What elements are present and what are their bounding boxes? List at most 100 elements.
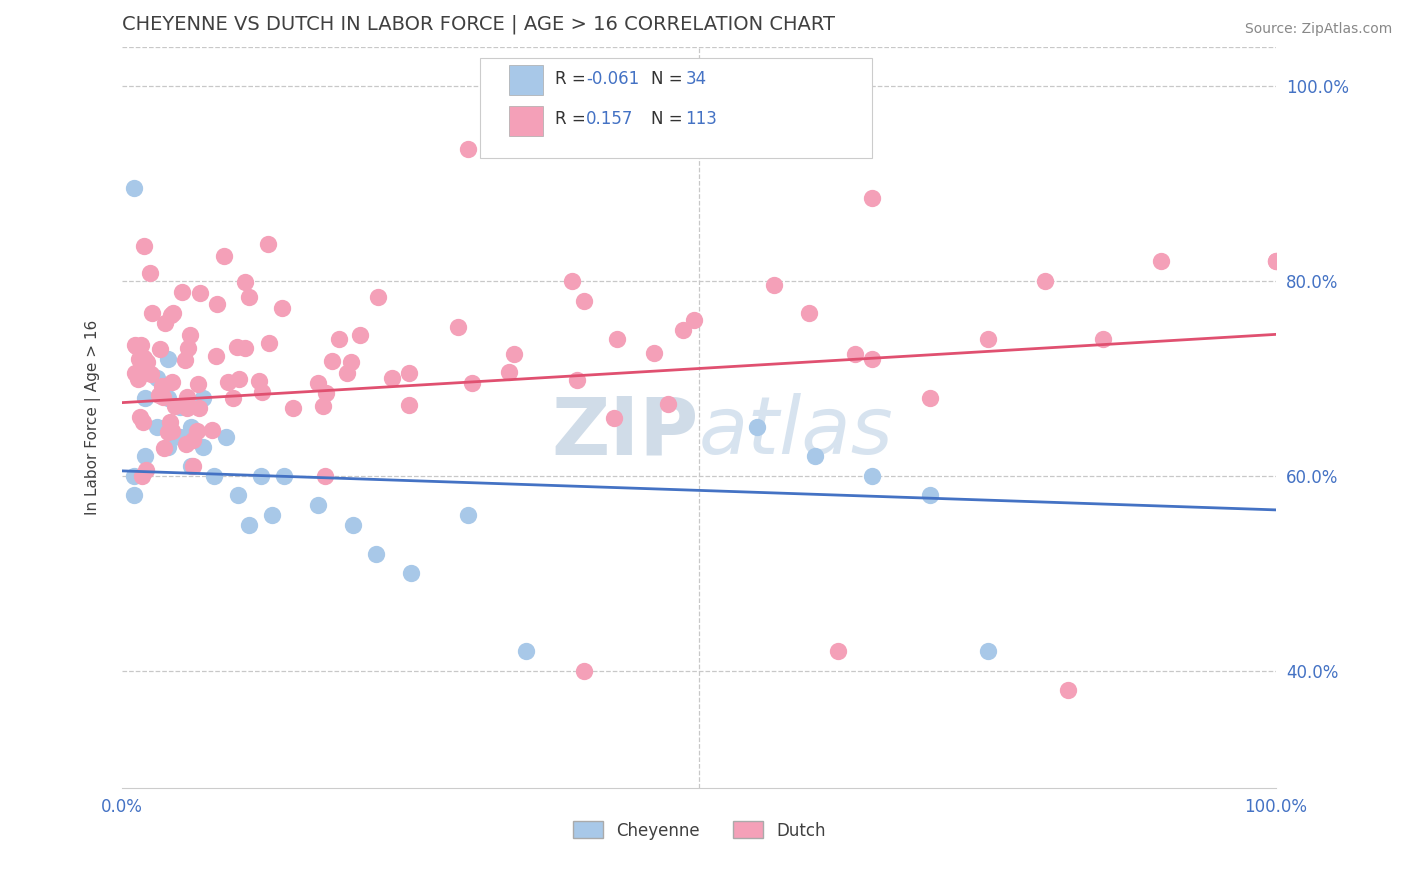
Point [457, 142, 479, 156]
Point [572, 294, 595, 309]
Point [191, 440, 214, 454]
Point [169, 430, 191, 444]
Point [336, 366, 359, 380]
Point [129, 338, 152, 352]
Text: R =: R = [555, 70, 591, 87]
Point [201, 423, 224, 437]
Point [132, 359, 155, 374]
Point [1091, 332, 1114, 346]
Point [124, 339, 146, 353]
Text: Source: ZipAtlas.com: Source: ZipAtlas.com [1244, 22, 1392, 37]
Point [307, 498, 329, 512]
Point [155, 316, 177, 330]
Point [134, 351, 156, 365]
Point [321, 353, 343, 368]
Point [205, 349, 228, 363]
Point [233, 276, 256, 290]
Point [249, 468, 271, 483]
Point [745, 420, 768, 434]
Point [152, 390, 174, 404]
Point [176, 437, 198, 451]
Point [256, 237, 278, 252]
Point [315, 386, 337, 401]
Point [273, 468, 295, 483]
Point [159, 416, 181, 430]
FancyBboxPatch shape [509, 106, 543, 136]
Point [247, 375, 270, 389]
Point [238, 290, 260, 304]
Point [176, 390, 198, 404]
Point [844, 347, 866, 361]
Point [827, 644, 849, 658]
FancyBboxPatch shape [479, 58, 872, 158]
Point [145, 371, 167, 385]
Point [152, 441, 174, 455]
Point [127, 372, 149, 386]
Point [682, 313, 704, 327]
Text: R =: R = [555, 111, 591, 128]
Point [671, 323, 693, 337]
Point [190, 286, 212, 301]
Point [160, 425, 183, 439]
Point [181, 458, 204, 473]
Point [149, 343, 172, 357]
FancyBboxPatch shape [509, 65, 543, 95]
Point [191, 391, 214, 405]
Point [122, 181, 145, 195]
Point [367, 290, 389, 304]
Point [134, 450, 156, 464]
Point [657, 397, 679, 411]
Point [145, 420, 167, 434]
Point [502, 347, 524, 361]
Point [643, 346, 665, 360]
Point [141, 306, 163, 320]
Point [238, 517, 260, 532]
Text: N =: N = [651, 70, 688, 87]
Point [307, 376, 329, 391]
Point [797, 306, 820, 320]
Point [250, 384, 273, 399]
Point [364, 547, 387, 561]
Point [139, 266, 162, 280]
Point [763, 278, 786, 293]
Point [259, 336, 281, 351]
Point [217, 376, 239, 390]
Point [918, 391, 941, 405]
Point [349, 328, 371, 343]
Point [976, 332, 998, 346]
Point [157, 391, 180, 405]
Point [860, 191, 883, 205]
Text: -0.061: -0.061 [586, 70, 640, 87]
Point [398, 398, 420, 412]
Point [398, 366, 420, 380]
Point [134, 391, 156, 405]
Point [122, 488, 145, 502]
Point [128, 352, 150, 367]
Point [179, 328, 201, 343]
Point [342, 517, 364, 532]
Point [186, 424, 208, 438]
Point [180, 458, 202, 473]
Point [163, 399, 186, 413]
Point [515, 644, 537, 658]
Point [602, 411, 624, 425]
Point [233, 342, 256, 356]
Point [328, 333, 350, 347]
Point [447, 320, 470, 334]
Point [174, 352, 197, 367]
Point [212, 249, 235, 263]
Point [132, 415, 155, 429]
Point [205, 297, 228, 311]
Point [157, 440, 180, 454]
Point [457, 508, 479, 522]
Point [460, 376, 482, 390]
Point [124, 338, 146, 352]
Point [135, 463, 157, 477]
Point [187, 377, 209, 392]
Point [148, 388, 170, 402]
Point [181, 433, 204, 447]
Text: CHEYENNE VS DUTCH IN LABOR FORCE | AGE > 16 CORRELATION CHART: CHEYENNE VS DUTCH IN LABOR FORCE | AGE >… [122, 15, 835, 35]
Text: N =: N = [651, 111, 688, 128]
Point [157, 351, 180, 366]
Point [281, 401, 304, 416]
